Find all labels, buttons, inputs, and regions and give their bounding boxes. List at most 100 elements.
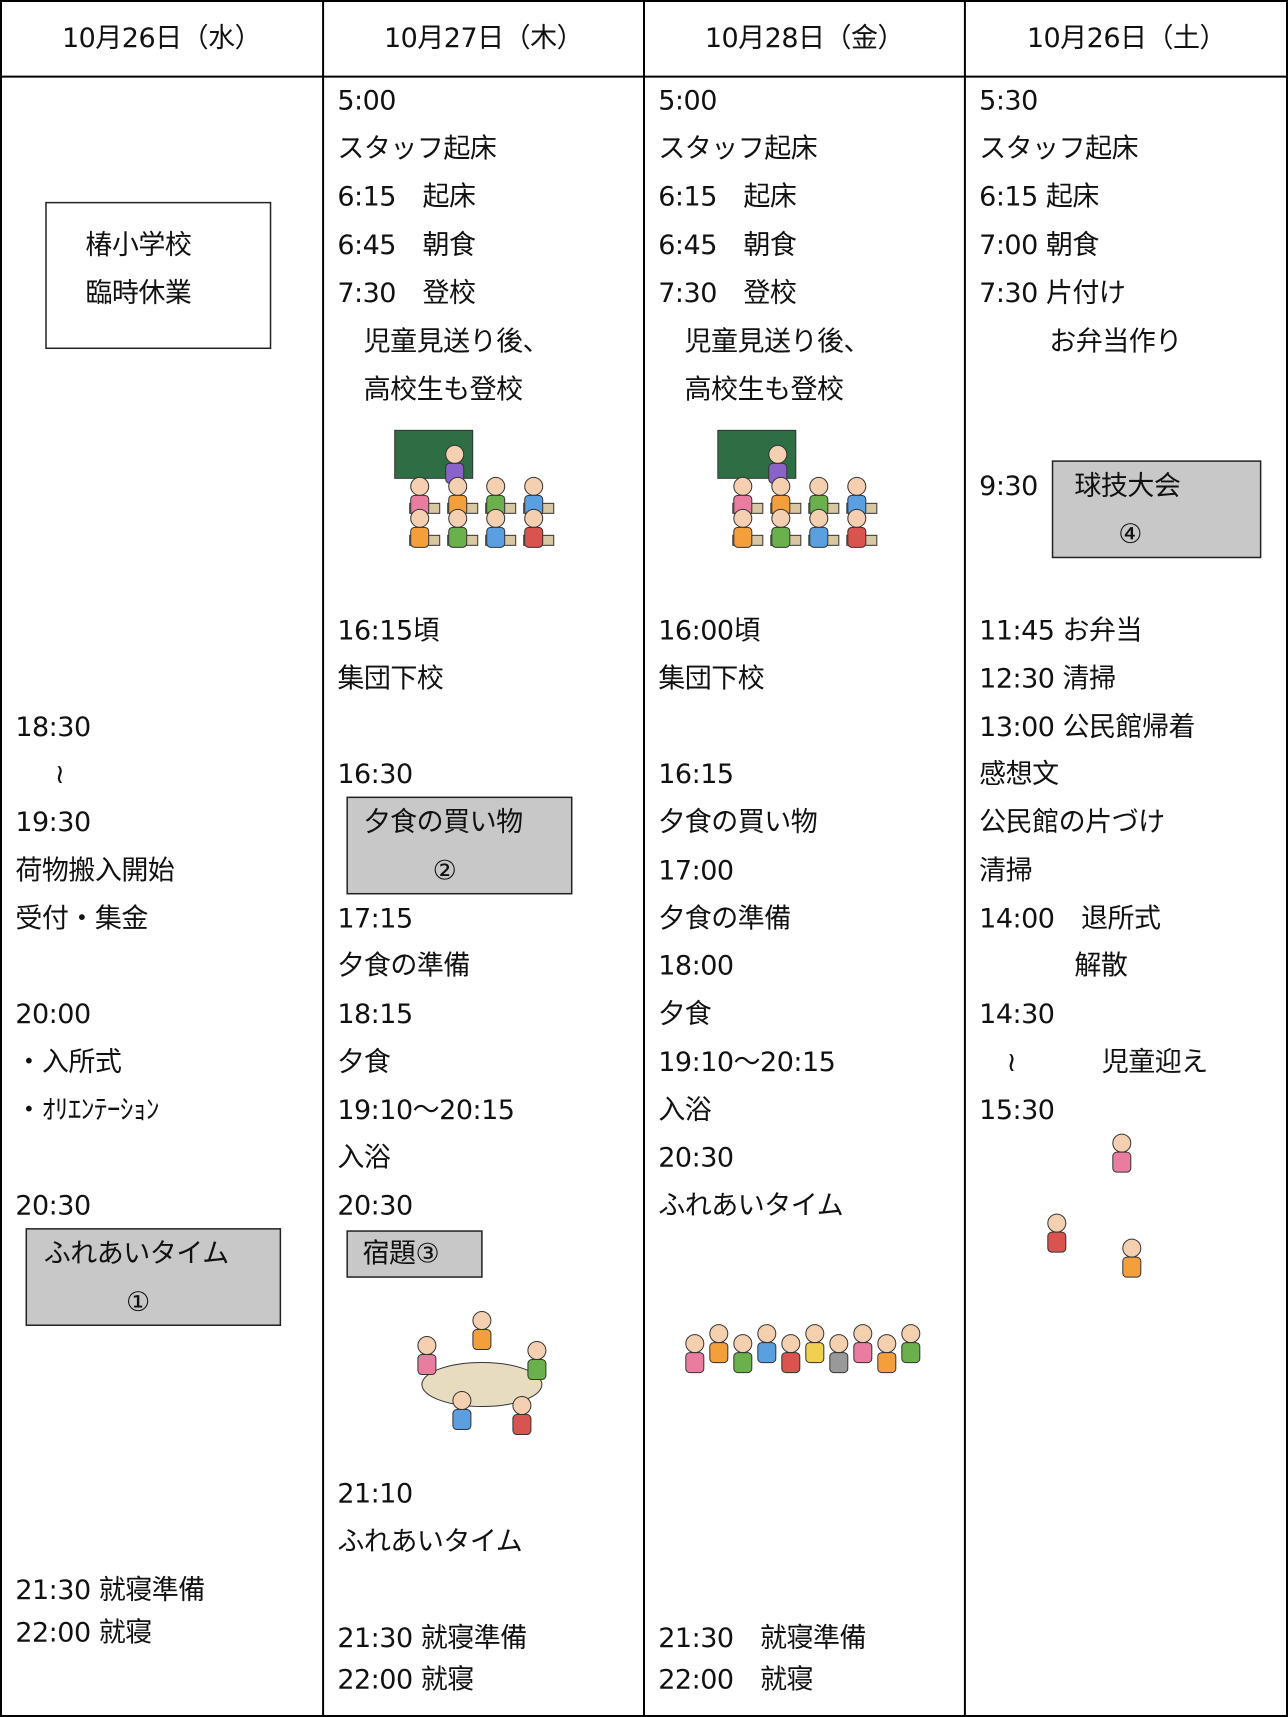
figure-head [486, 476, 506, 496]
figure-head [809, 508, 829, 528]
illustration [394, 429, 555, 548]
round-table [421, 1362, 543, 1408]
schedule-item: 荷物搬入開始 [15, 855, 174, 886]
figure-head [1047, 1213, 1067, 1233]
figure-head [452, 1391, 472, 1411]
schedule-item: 臨時休業 [85, 278, 191, 309]
schedule-item: 15:30 [979, 1095, 1054, 1126]
schedule-item: 16:30 [337, 759, 412, 790]
figure-body [853, 1342, 873, 1364]
schedule-item: 集団下校 [337, 664, 443, 695]
figure-head [847, 508, 867, 528]
figure-body [877, 1352, 897, 1374]
schedule-item: ≀ [1007, 1047, 1017, 1078]
schedule-item: 12:30 清掃 [979, 664, 1115, 695]
schedule-item: 夕食 [658, 999, 711, 1030]
figure-head [877, 1334, 897, 1354]
schedule-item: 17:00 [658, 855, 733, 886]
figure-body [410, 526, 430, 548]
figure-head [805, 1324, 825, 1344]
figure-head [1122, 1238, 1142, 1258]
schedule-item: スタッフ起床 [979, 134, 1138, 165]
schedule-item: 夕食 [337, 1047, 390, 1078]
event-box [346, 796, 573, 895]
schedule-item: 夕食の買い物 [658, 807, 817, 838]
column-header: 10月26日（水） [62, 23, 261, 54]
schedule-item: 20:30 [15, 1190, 90, 1221]
figure-head [757, 1324, 777, 1344]
schedule-item: 児童見送り後、 [685, 326, 871, 357]
schedule-item: ふれあいタイム [44, 1239, 229, 1270]
schedule-item: 5:00 [658, 85, 717, 116]
event-box [1051, 460, 1262, 559]
column-header: 10月28日（金） [705, 23, 904, 54]
figure-head [847, 476, 867, 496]
figure-body [781, 1352, 801, 1374]
schedule-item: ふれあいタイム [337, 1527, 522, 1558]
schedule-item: 17:15 [337, 904, 412, 935]
schedule-item: 公民館の片づけ [979, 807, 1164, 838]
schedule-item: ② [433, 855, 457, 886]
schedule-item: 5:30 [979, 85, 1038, 116]
schedule-item: 18:00 [658, 951, 733, 982]
schedule-item: 解散 [1074, 951, 1128, 982]
figure-body [829, 1352, 849, 1374]
event-box [346, 1230, 483, 1278]
schedule-item: ④ [1118, 519, 1142, 550]
figure-head [524, 508, 544, 528]
figure-body [757, 1342, 777, 1364]
schedule-item: 7:00 朝食 [979, 230, 1099, 261]
schedule-item: 6:45 朝食 [337, 230, 476, 261]
figure-body [685, 1352, 705, 1374]
schedule-item: 夕食の準備 [337, 951, 470, 982]
schedule-item: 20:00 [15, 999, 90, 1030]
schedule-item: 13:00 公民館帰着 [979, 712, 1195, 743]
schedule-item: お弁当作り [1049, 326, 1182, 357]
schedule-item: 7:30 片付け [979, 278, 1125, 309]
figure-body [1122, 1256, 1142, 1278]
schedule-item: 7:30 登校 [337, 278, 476, 309]
schedule-item: スタッフ起床 [658, 134, 817, 165]
schedule-item: 22:00 就寝 [658, 1665, 813, 1696]
figure-head [901, 1324, 921, 1344]
schedule-item: 入浴 [658, 1095, 711, 1126]
figure-body [901, 1342, 921, 1364]
schedule-item: 20:30 [658, 1142, 733, 1173]
figure-head [733, 1334, 753, 1354]
figure-head [768, 444, 788, 464]
figure-body [1047, 1231, 1067, 1253]
figure-head [448, 476, 468, 496]
schedule-item: 11:45 お弁当 [979, 615, 1142, 646]
figure-body [417, 1354, 437, 1376]
figure-head [410, 476, 430, 496]
figure-head [771, 508, 791, 528]
illustration [417, 1311, 547, 1436]
schedule-item: 16:00頃 [658, 615, 760, 646]
schedule-item: 6:45 朝食 [658, 230, 797, 261]
schedule-item: ふれあいタイム [658, 1190, 843, 1221]
figure-head [448, 508, 468, 528]
schedule-item: 18:30 [15, 712, 90, 743]
schedule-item: 21:30 就寝準備 [658, 1623, 866, 1654]
figure-head [417, 1336, 437, 1356]
illustration [1047, 1133, 1142, 1278]
schedule-item: 18:15 [337, 999, 412, 1030]
schedule-item: 宿題③ [363, 1239, 440, 1270]
schedule-item: 19:10〜20:15 [337, 1095, 514, 1126]
figure-body [809, 526, 829, 548]
schedule-item: 集団下校 [658, 664, 764, 695]
schedule-item: スタッフ起床 [337, 134, 496, 165]
schedule-item: 児童見送り後、 [364, 326, 549, 357]
schedule-item: 高校生も登校 [685, 375, 844, 406]
illustration [717, 429, 878, 548]
schedule-item: 22:00 就寝 [337, 1665, 473, 1696]
figure-head [486, 508, 506, 528]
schedule-item: 9:30 [979, 471, 1038, 502]
figure-head [524, 476, 544, 496]
schedule-item: 16:15頃 [337, 615, 439, 646]
schedule-item: 20:30 [337, 1190, 412, 1221]
schedule-item: 5:00 [337, 85, 396, 116]
schedule-item: 入浴 [337, 1142, 390, 1173]
schedule-item: 21:30 就寝準備 [15, 1575, 204, 1606]
